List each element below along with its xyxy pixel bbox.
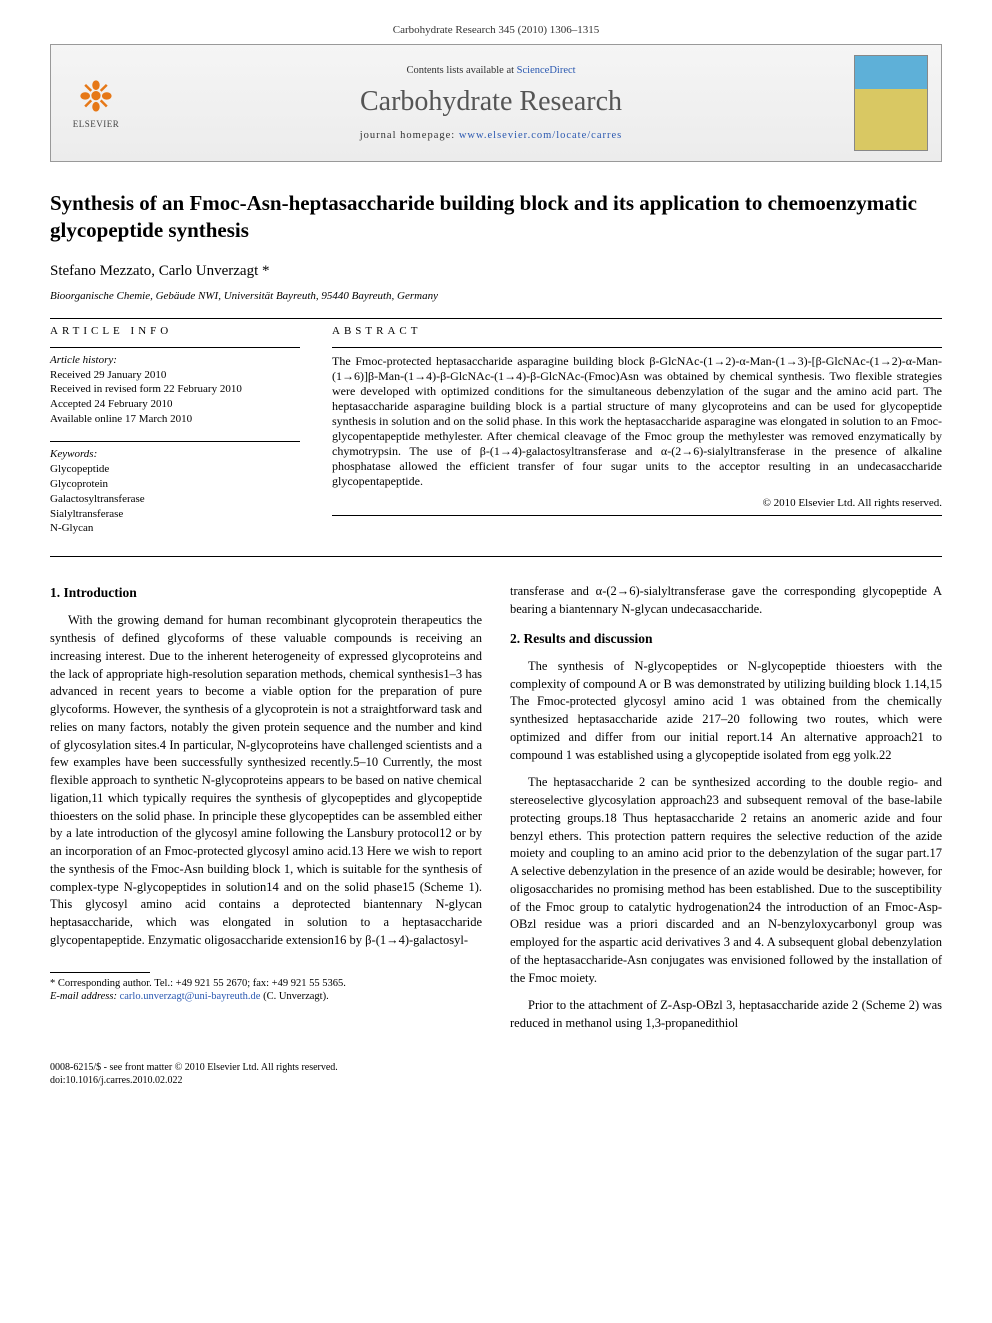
keywords-block: Keywords: Glycopeptide Glycoprotein Gala…	[50, 448, 300, 536]
section-heading-intro: 1. Introduction	[50, 583, 482, 602]
footnote-email-line: E-mail address: carlo.unverzagt@uni-bayr…	[50, 990, 482, 1004]
paragraph: The synthesis of N-glycopeptides or N-gl…	[510, 658, 942, 765]
homepage-line: journal homepage: www.elsevier.com/locat…	[149, 130, 833, 141]
elsevier-label: ELSEVIER	[73, 119, 120, 129]
email-tail: (C. Unverzagt).	[263, 991, 329, 1002]
journal-banner: ❉ ELSEVIER Contents lists available at S…	[50, 44, 942, 162]
affiliation: Bioorganische Chemie, Gebäude NWI, Unive…	[50, 290, 942, 302]
keyword: Glycopeptide	[50, 462, 300, 477]
history-line: Accepted 24 February 2010	[50, 397, 300, 412]
right-column: transferase and α-(2→6)-sialyltransferas…	[510, 583, 942, 1043]
section-heading-results: 2. Results and discussion	[510, 629, 942, 648]
abstract-head: ABSTRACT	[332, 325, 942, 337]
cover-thumb-area	[841, 47, 941, 159]
author-list: Stefano Mezzato, Carlo Unverzagt *	[50, 263, 942, 280]
paragraph: With the growing demand for human recomb…	[50, 612, 482, 949]
keyword: Glycoprotein	[50, 477, 300, 492]
paragraph: transferase and α-(2→6)-sialyltransferas…	[510, 583, 942, 619]
footer-doi: doi:10.1016/j.carres.2010.02.022	[50, 1074, 942, 1087]
footnote-separator	[50, 972, 150, 973]
history-title: Article history:	[50, 354, 300, 366]
footnote-tel-fax: * Corresponding author. Tel.: +49 921 55…	[50, 977, 482, 991]
divider	[332, 515, 942, 516]
contents-prefix: Contents lists available at	[406, 65, 516, 76]
history-line: Received in revised form 22 February 201…	[50, 382, 300, 397]
contents-available-line: Contents lists available at ScienceDirec…	[149, 65, 833, 76]
history-line: Available online 17 March 2010	[50, 412, 300, 427]
running-head: Carbohydrate Research 345 (2010) 1306–13…	[50, 24, 942, 36]
elsevier-tree-icon: ❉	[78, 77, 113, 119]
page-footer: 0008-6215/$ - see front matter © 2010 El…	[50, 1061, 942, 1087]
article-info-head: ARTICLE INFO	[50, 325, 300, 337]
journal-name: Carbohydrate Research	[149, 86, 833, 118]
abstract-column: ABSTRACT The Fmoc-protected heptasacchar…	[332, 325, 942, 551]
divider	[332, 347, 942, 348]
sciencedirect-link[interactable]: ScienceDirect	[517, 65, 576, 76]
homepage-url[interactable]: www.elsevier.com/locate/carres	[459, 130, 622, 141]
email-label: E-mail address:	[50, 991, 117, 1002]
article-title: Synthesis of an Fmoc-Asn-heptasaccharide…	[50, 190, 942, 245]
corresponding-email[interactable]: carlo.unverzagt@uni-bayreuth.de	[120, 991, 261, 1002]
divider	[50, 556, 942, 557]
keyword: N-Glycan	[50, 521, 300, 536]
article-history-block: Article history: Received 29 January 201…	[50, 354, 300, 427]
left-column: 1. Introduction With the growing demand …	[50, 583, 482, 1043]
paragraph: Prior to the attachment of Z-Asp-OBzl 3,…	[510, 997, 942, 1033]
divider	[50, 347, 300, 348]
homepage-prefix: journal homepage:	[360, 130, 459, 141]
corresponding-author-footnote: * Corresponding author. Tel.: +49 921 55…	[50, 977, 482, 1004]
divider	[50, 441, 300, 442]
keyword: Galactosyltransferase	[50, 492, 300, 507]
body-columns: 1. Introduction With the growing demand …	[50, 583, 942, 1043]
divider	[50, 318, 942, 319]
journal-cover-thumbnail	[854, 55, 928, 151]
paragraph: The heptasaccharide 2 can be synthesized…	[510, 774, 942, 987]
elsevier-logo: ❉ ELSEVIER	[65, 67, 127, 139]
keywords-title: Keywords:	[50, 448, 300, 460]
footer-front-matter: 0008-6215/$ - see front matter © 2010 El…	[50, 1061, 942, 1074]
keyword: Sialyltransferase	[50, 507, 300, 522]
banner-center: Contents lists available at ScienceDirec…	[141, 57, 841, 149]
abstract-text: The Fmoc-protected heptasaccharide aspar…	[332, 354, 942, 489]
article-info-column: ARTICLE INFO Article history: Received 2…	[50, 325, 300, 551]
copyright-line: © 2010 Elsevier Ltd. All rights reserved…	[332, 497, 942, 509]
history-line: Received 29 January 2010	[50, 368, 300, 383]
publisher-logo-area: ❉ ELSEVIER	[51, 67, 141, 139]
info-abstract-row: ARTICLE INFO Article history: Received 2…	[50, 325, 942, 551]
